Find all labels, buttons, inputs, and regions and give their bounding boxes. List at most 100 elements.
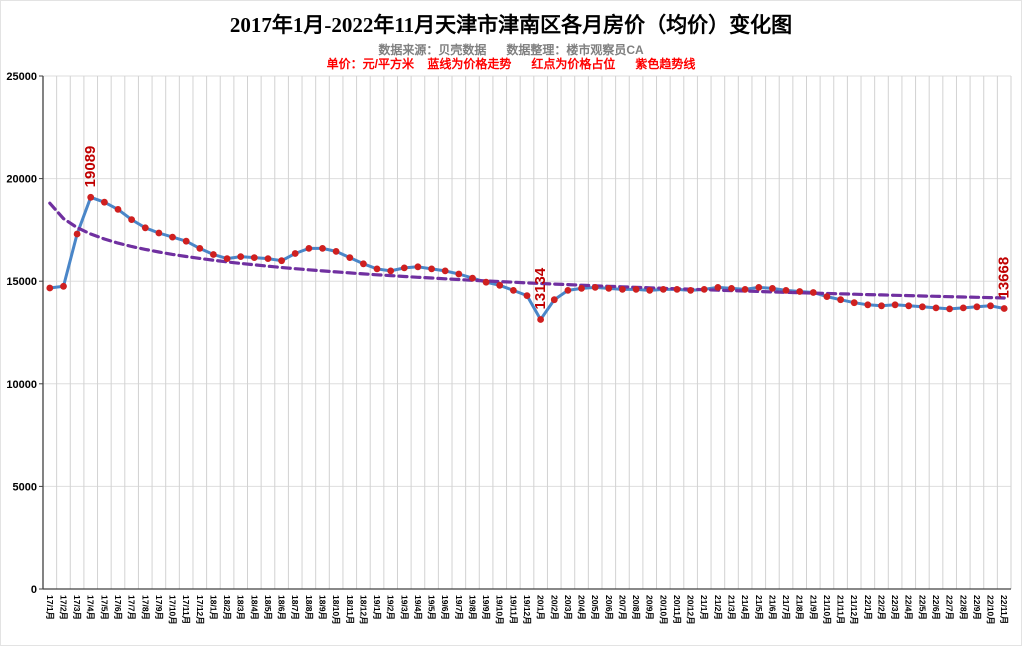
price-dot [387,267,395,275]
price-dot [728,285,735,292]
x-axis-label: 19/8月 [468,595,478,620]
x-axis-label: 17/3月 [72,595,82,620]
price-dot [128,216,135,224]
price-dot [946,305,953,313]
price-dot [769,285,776,292]
price-dot [605,285,613,292]
price-dot [278,257,285,265]
x-axis-label: 19/10月 [495,595,505,625]
x-axis-label: 17/10月 [168,595,178,625]
price-dot [46,284,54,292]
x-axis-label: 18/10月 [331,595,341,625]
price-dot [482,278,490,286]
value-annotation: 13668 [996,257,1013,299]
x-axis-label: 17/6月 [113,595,123,620]
x-axis-label: 18/6月 [277,595,287,620]
price-dot [210,251,217,258]
price-dot [796,288,804,295]
x-axis-label: 22/5月 [917,595,927,620]
x-axis-label: 17/5月 [99,595,109,620]
x-axis-label: 20/2月 [549,595,559,620]
price-dot [264,255,272,262]
x-axis-label: 17/12月 [195,595,205,625]
price-dot [878,302,885,310]
price-dot [496,281,504,289]
y-axis-label: 20000 [6,174,37,186]
x-axis-label: 20/8月 [631,595,641,620]
x-axis-label: 21/3月 [727,595,737,620]
price-dot [455,270,463,278]
x-axis-label: 17/8月 [140,595,150,620]
x-axis-label: 19/11月 [508,595,518,624]
x-axis-label: 21/6月 [767,595,777,620]
x-axis-label: 19/1月 [372,595,382,620]
x-axis-label: 22/8月 [958,595,968,620]
y-axis-label: 10000 [6,379,37,391]
price-dot [114,206,122,213]
price-dot [141,224,149,232]
price-dot [591,284,599,291]
x-axis-label: 19/6月 [440,595,450,620]
price-dot [182,237,190,245]
price-dot [578,285,585,292]
price-dot [537,316,544,323]
x-axis-label: 22/10月 [986,595,996,625]
y-axis-label: 5000 [13,481,37,493]
x-axis-label: 19/9月 [481,595,491,620]
x-axis-label: 18/4月 [249,595,259,620]
value-annotation: 13134 [532,267,549,309]
price-dot [469,274,476,282]
price-dot [155,229,163,237]
price-dot [823,293,831,300]
x-axis-label: 19/2月 [386,595,396,620]
value-annotation: 19089 [82,146,99,188]
x-axis-label: 20/3月 [563,595,573,620]
axes: 0 5000 10000 15000 20000 25000 [6,71,1011,596]
x-axis-label: 18/5月 [263,595,273,620]
price-dot [864,301,872,309]
x-axis-label: 22/4月 [904,595,914,620]
price-dot [959,304,967,312]
x-axis-label: 20/11月 [672,595,682,624]
y-axis-label: 15000 [6,276,37,288]
x-axis-label: 19/12月 [522,595,532,625]
x-axis-label: 17/11月 [181,595,191,624]
price-dot [305,245,313,252]
x-axis-label: 20/12月 [686,595,696,625]
x-axis-label: 21/10月 [822,595,832,625]
price-dot [101,198,108,206]
x-axis-label: 20/9月 [645,595,655,620]
x-axis-label: 20/5月 [590,595,600,620]
price-dot [891,301,899,309]
price-dot [414,263,422,271]
price-dot [237,253,245,260]
price-dot [360,260,367,268]
price-dot [850,299,858,307]
x-axis-label: 22/7月 [945,595,955,620]
x-axis-label: 18/7月 [290,595,300,620]
x-axis-label: 17/9月 [154,595,164,620]
price-dot [169,233,176,241]
price-dot [346,254,354,261]
price-dot [510,287,517,294]
x-axis-label: 21/8月 [795,595,805,620]
x-axis-label: 18/11月 [345,595,355,624]
legend-note-line: 单价：元/平方米 蓝线为价格走势 红点为价格占位 紫色趋势线 [326,57,696,71]
y-axis-label: 0 [31,584,37,596]
price-chart: 0 5000 10000 15000 20000 25000 17/1月 17/2月 17/3月… [6,71,1013,625]
price-dot [905,302,913,310]
x-axis-label: 20/1月 [536,595,546,620]
x-axis-label: 22/3月 [890,595,900,620]
price-dot [196,245,204,252]
price-dot [714,284,722,291]
price-dots [46,193,1008,323]
value-annotations: 19089 13134 13668 [82,146,1013,310]
price-dot [932,304,940,312]
price-dot [319,245,326,252]
price-dot [428,265,435,273]
x-axis-label: 20/4月 [577,595,587,620]
price-dot [564,287,572,294]
price-dot [700,286,708,293]
price-dot [291,250,299,257]
x-axis-label: 18/9月 [318,595,328,620]
